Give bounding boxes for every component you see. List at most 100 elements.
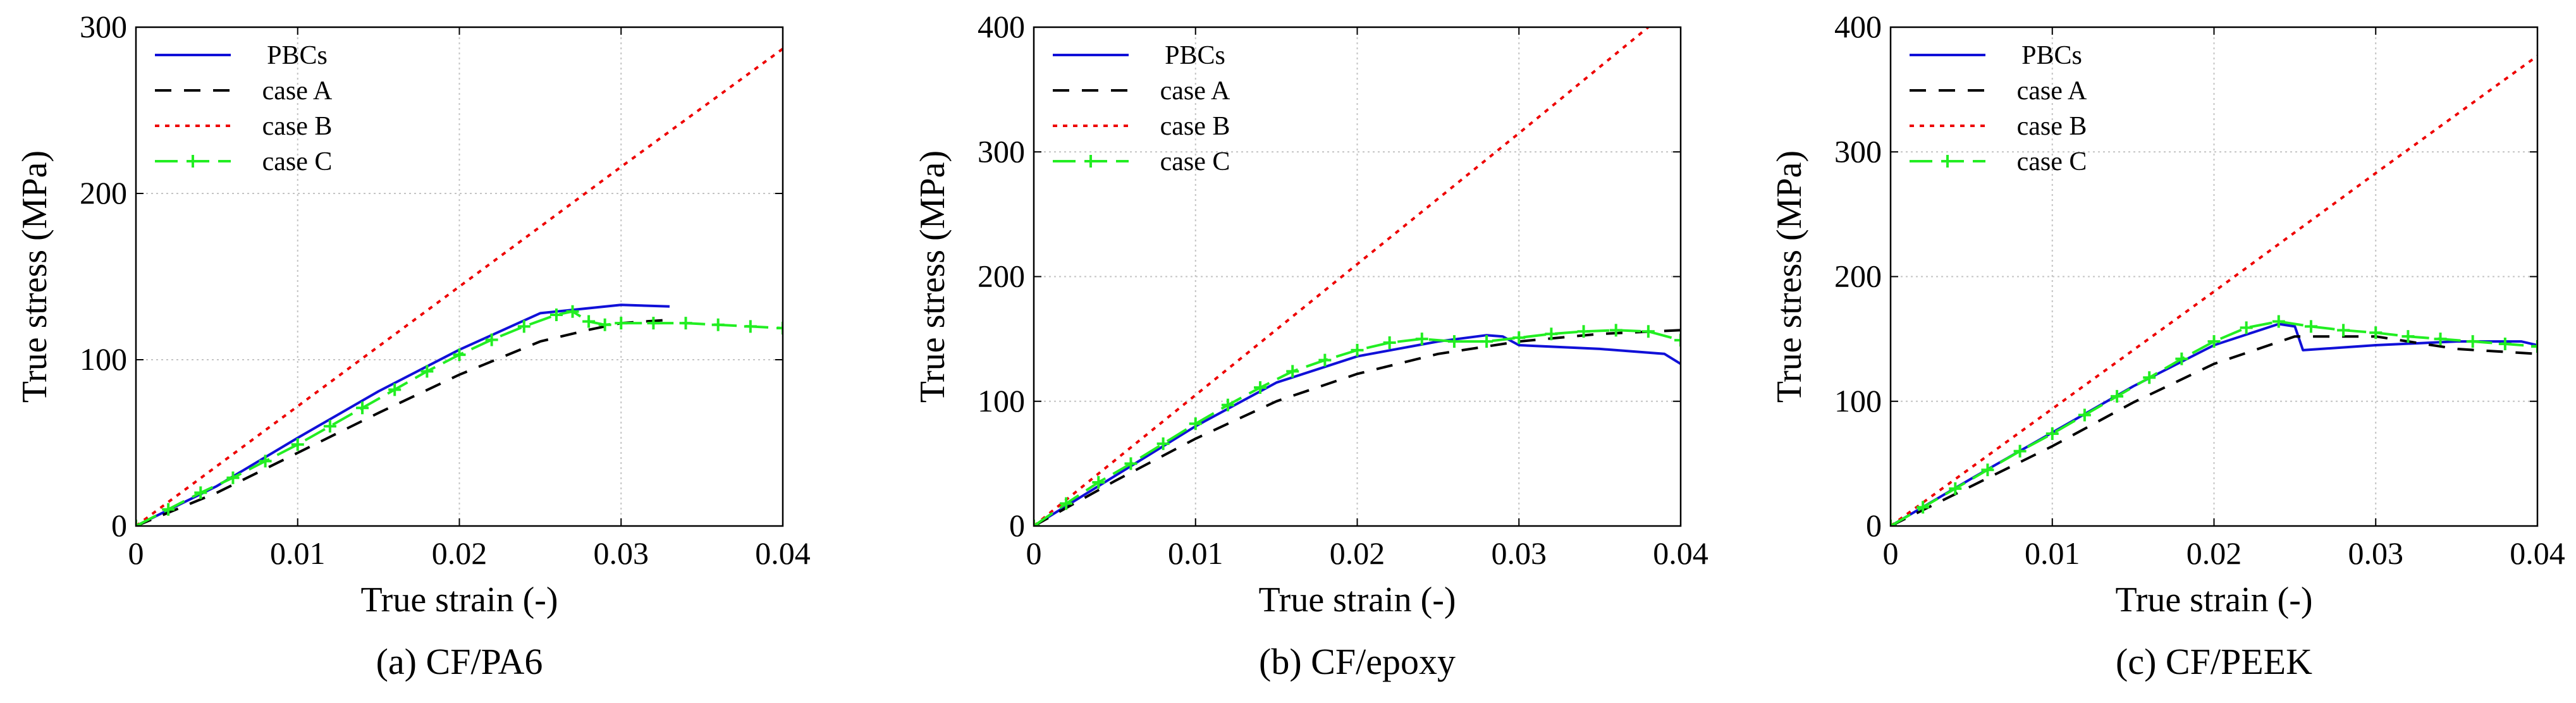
series-line-case-a (1034, 329, 1681, 526)
x-tick-label: 0.03 (594, 535, 649, 571)
series-line-case-b (1034, 27, 1650, 526)
x-axis-label: True strain (-) (1258, 580, 1456, 620)
data-point-marker (1286, 365, 1299, 378)
data-point-marker (2466, 335, 2479, 348)
data-point-marker (1060, 497, 1073, 510)
axes-frame (135, 26, 784, 527)
legend-label-case-a: case A (2017, 76, 2087, 106)
data-point-marker (1949, 482, 1962, 495)
x-tick-label: 0.01 (2025, 535, 2080, 571)
panel-caption: (c) CF/PEEK (2116, 641, 2312, 682)
data-point-marker (2143, 371, 2156, 384)
data-point-marker (356, 401, 369, 415)
x-tick-label: 0 (1883, 535, 1899, 571)
y-tick-label: 0 (1866, 508, 1882, 543)
series-line-case-b (1891, 54, 2537, 526)
legend-marker (1084, 155, 1097, 168)
data-point-marker (647, 317, 660, 330)
data-point-marker (2401, 330, 2415, 343)
y-tick-label: 300 (1834, 133, 1882, 169)
x-tick-label: 0.04 (2510, 535, 2565, 571)
y-tick-label: 100 (978, 383, 1025, 419)
data-point-marker (2078, 408, 2091, 422)
x-tick-label: 0 (128, 535, 144, 571)
data-point-marker (226, 471, 240, 484)
data-point-marker (259, 455, 272, 468)
data-point-marker (679, 317, 692, 330)
data-point-marker (1156, 437, 1170, 450)
y-axis-label: True stress (MPa) (15, 150, 54, 403)
axes-frame (1889, 26, 2539, 527)
data-point-marker (1221, 398, 1234, 412)
data-point-marker (485, 333, 498, 346)
x-tick-label: 0.02 (432, 535, 488, 571)
data-point-marker (162, 503, 175, 516)
panel-1: 0 0.01 0.02 0.03 0.04 0 100 200 300 PBCs case A cas… (15, 9, 811, 682)
legend-label-case-c: case C (262, 147, 333, 176)
legend-label-case-a: case A (262, 76, 333, 106)
data-point-marker (420, 365, 434, 378)
data-point-marker (1124, 457, 1138, 470)
legend-marker (1941, 155, 1954, 168)
y-tick-label: 200 (978, 259, 1025, 294)
legend: PBCs case A case B case C (1053, 41, 1230, 176)
legend-label-case-a: case A (1160, 76, 1230, 106)
y-tick-label: 300 (80, 9, 127, 44)
y-tick-label: 400 (1834, 9, 1882, 44)
data-point-marker (323, 420, 336, 433)
data-point-marker (2498, 338, 2512, 351)
y-tick-label: 400 (978, 9, 1025, 44)
data-point-marker (1512, 331, 1526, 345)
data-point-marker (1674, 334, 1681, 347)
series-line-pbcs (136, 303, 670, 526)
data-point-marker (194, 486, 207, 499)
plot-area (136, 47, 783, 526)
data-point-marker (517, 320, 531, 333)
data-point-marker (1318, 353, 1332, 367)
x-tick-label: 0.04 (1653, 535, 1708, 571)
data-point-marker (2175, 352, 2188, 365)
data-point-marker (1577, 325, 1590, 338)
y-tick-label: 300 (978, 133, 1025, 169)
legend-label-pbcs: PBCs (2021, 41, 2082, 70)
axes-frame (1033, 26, 1682, 527)
data-point-marker (1415, 333, 1428, 346)
legend: PBCs case A case B case C (1910, 41, 2087, 176)
data-point-marker (711, 318, 725, 331)
x-tick-label: 0 (1026, 535, 1042, 571)
plot-area (1034, 27, 1681, 526)
legend-label-pbcs: PBCs (267, 41, 328, 70)
y-tick-label: 100 (1834, 383, 1882, 419)
y-axis-label: True stress (MPa) (913, 150, 952, 403)
x-tick-label: 0.02 (2187, 535, 2242, 571)
y-tick-label: 200 (1834, 259, 1882, 294)
y-tick-label: 200 (80, 175, 127, 211)
x-tick-label: 0.03 (1492, 535, 1547, 571)
data-point-marker (2111, 389, 2124, 403)
y-tick-label: 100 (80, 341, 127, 377)
data-point-marker (453, 348, 466, 362)
data-point-marker (615, 317, 628, 330)
data-point-marker (1480, 335, 1493, 348)
series-line-pbcs (1891, 322, 2537, 526)
data-point-marker (1254, 381, 1267, 394)
data-point-marker (1383, 336, 1396, 350)
data-point-marker (2434, 333, 2447, 346)
data-point-marker (776, 322, 783, 335)
data-point-marker (1545, 327, 1558, 341)
data-point-marker (388, 383, 402, 396)
data-point-marker (744, 320, 757, 333)
data-point-marker (549, 308, 563, 321)
x-axis-label: True strain (-) (360, 580, 558, 620)
data-point-marker (1447, 335, 1461, 348)
data-point-marker (291, 438, 304, 451)
panel-2: 0 0.01 0.02 0.03 0.04 0 100 200 300 400 PBCs case A… (913, 9, 1708, 682)
data-point-marker (566, 305, 579, 318)
x-tick-label: 0.02 (1330, 535, 1385, 571)
data-point-marker (598, 318, 611, 331)
x-tick-label: 0.01 (270, 535, 326, 571)
y-axis-label: True stress (MPa) (1770, 150, 1809, 403)
panel-caption: (b) CF/epoxy (1259, 641, 1456, 682)
legend-marker (187, 155, 199, 168)
x-tick-label: 0.04 (755, 535, 811, 571)
